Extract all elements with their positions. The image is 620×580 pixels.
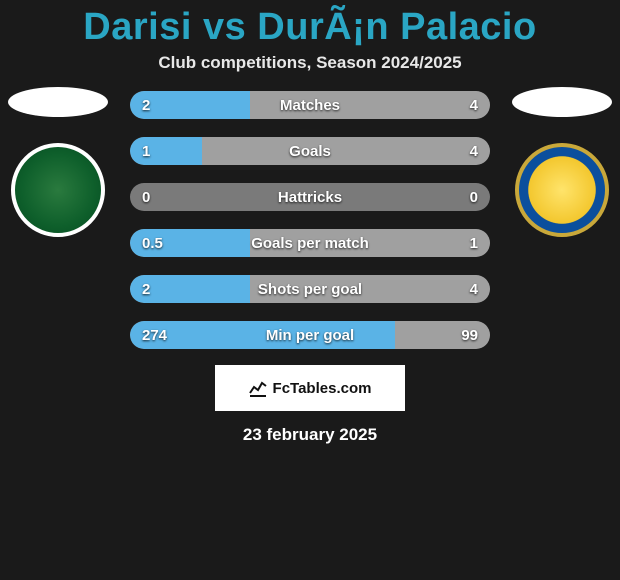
stat-label: Matches <box>130 91 490 119</box>
stat-label: Goals per match <box>130 229 490 257</box>
stat-label: Min per goal <box>130 321 490 349</box>
stat-bar: 00Hattricks <box>130 183 490 211</box>
page-subtitle: Club competitions, Season 2024/2025 <box>0 53 620 73</box>
stat-bars-container: 24Matches 14Goals 00Hattricks 0.51Goals per… <box>130 91 490 349</box>
page-title: Darisi vs DurÃ¡n Palacio <box>0 6 620 49</box>
brand-text: FcTables.com <box>273 380 372 397</box>
stat-label: Goals <box>130 137 490 165</box>
stat-label: Shots per goal <box>130 275 490 303</box>
player-right-flag <box>512 87 612 117</box>
snapshot-date: 23 february 2025 <box>0 425 620 445</box>
stat-label: Hattricks <box>130 183 490 211</box>
stat-bar: 24Matches <box>130 91 490 119</box>
stat-bar: 27499Min per goal <box>130 321 490 349</box>
brand-badge: FcTables.com <box>215 365 405 411</box>
player-left-column <box>8 91 108 237</box>
stat-bar: 0.51Goals per match <box>130 229 490 257</box>
comparison-panel: 24Matches 14Goals 00Hattricks 0.51Goals per… <box>0 91 620 349</box>
player-left-flag <box>8 87 108 117</box>
stat-bar: 24Shots per goal <box>130 275 490 303</box>
stat-bar: 14Goals <box>130 137 490 165</box>
player-right-crest <box>515 143 609 237</box>
brand-chart-icon <box>249 379 267 397</box>
player-right-column <box>512 91 612 237</box>
player-left-crest <box>11 143 105 237</box>
